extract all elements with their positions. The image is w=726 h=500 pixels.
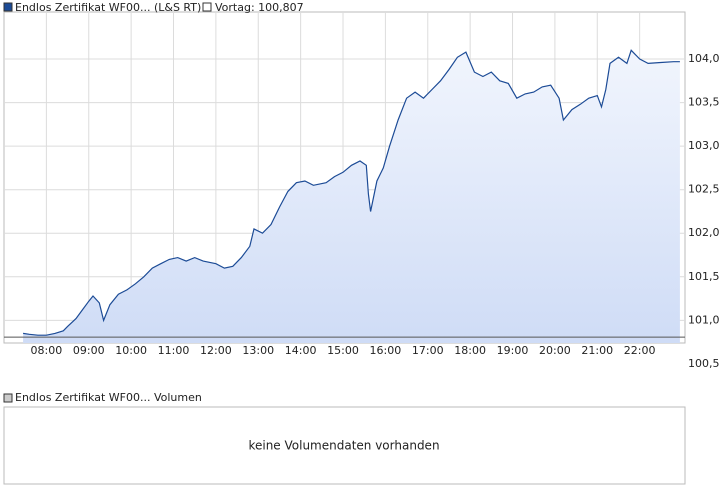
x-tick-label: 11:00 bbox=[158, 344, 190, 357]
x-tick-label: 15:00 bbox=[327, 344, 359, 357]
x-tick-label: 20:00 bbox=[539, 344, 571, 357]
y-tick-label: 103,0 bbox=[688, 139, 720, 152]
y-tick-label: 102,5 bbox=[688, 183, 720, 196]
volume-message: keine Volumendaten vorhanden bbox=[248, 439, 439, 453]
volume-legend: Endlos Zertifikat WF00... Volumen bbox=[15, 391, 202, 404]
x-tick-label: 09:00 bbox=[73, 344, 105, 357]
x-tick-label: 22:00 bbox=[624, 344, 656, 357]
x-tick-label: 16:00 bbox=[370, 344, 402, 357]
x-tick-label: 14:00 bbox=[285, 344, 317, 357]
y-tick-label: 103,5 bbox=[688, 96, 720, 109]
x-tick-label: 17:00 bbox=[412, 344, 444, 357]
y-tick-label: 100,5 bbox=[688, 357, 720, 370]
legend-swatch bbox=[202, 2, 212, 12]
x-tick-label: 12:00 bbox=[200, 344, 232, 357]
legend-swatch bbox=[3, 393, 13, 403]
y-tick-label: 101,0 bbox=[688, 313, 720, 326]
x-tick-label: 19:00 bbox=[497, 344, 529, 357]
volume-panel bbox=[3, 406, 686, 485]
area bbox=[23, 50, 680, 344]
y-tick-label: 104,0 bbox=[688, 52, 720, 65]
x-tick-label: 10:00 bbox=[115, 344, 147, 357]
x-tick-label: 21:00 bbox=[581, 344, 613, 357]
line bbox=[23, 49, 680, 336]
x-tick-label: 08:00 bbox=[31, 344, 63, 357]
legend-label: Endlos Zertifikat WF00... (L&S RT) bbox=[15, 1, 201, 14]
x-tick-label: 18:00 bbox=[454, 344, 486, 357]
y-tick-label: 101,5 bbox=[688, 270, 720, 283]
reference-label: Vortag: 100,807 bbox=[215, 1, 304, 14]
legend-swatch bbox=[3, 2, 13, 12]
x-tick-label: 13:00 bbox=[242, 344, 274, 357]
y-tick-label: 102,0 bbox=[688, 226, 720, 239]
